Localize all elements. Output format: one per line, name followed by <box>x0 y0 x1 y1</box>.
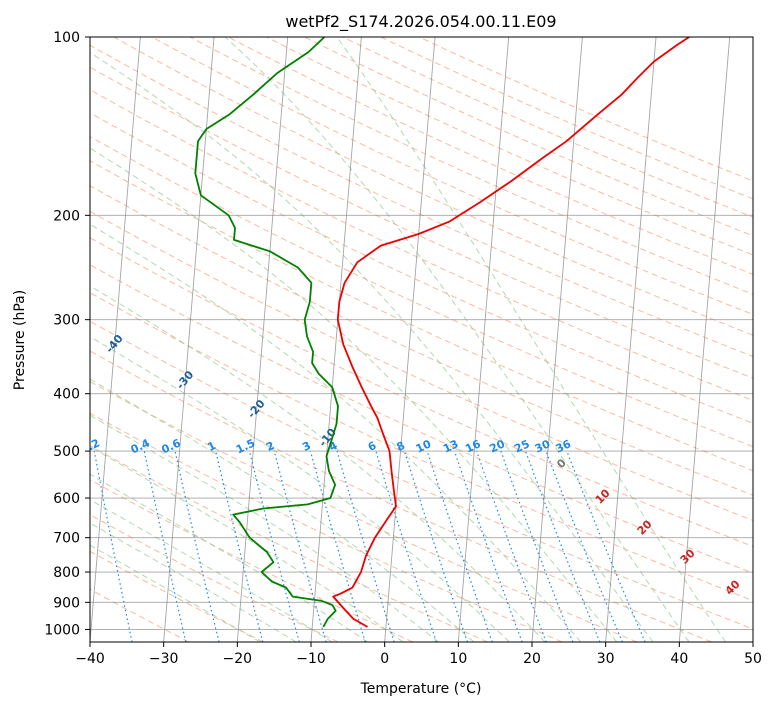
mixing-ratio-label: 16 <box>463 437 483 455</box>
mixing-ratio-line <box>500 450 574 642</box>
mixing-ratio-line <box>375 450 437 642</box>
isotherm-line <box>457 37 510 642</box>
dry-adiabat-line <box>90 292 753 602</box>
isotherm-line <box>605 37 657 642</box>
y-tick-label: 900 <box>53 595 80 611</box>
y-tick-label: 100 <box>53 30 80 46</box>
dry-adiabat-line <box>90 160 753 472</box>
x-tick-label: 10 <box>449 651 467 667</box>
chart-title: wetPf2_S174.2026.054.00.11.E09 <box>285 12 556 32</box>
dry-adiabat-line <box>90 185 753 496</box>
x-tick-label: −40 <box>75 651 105 667</box>
dry-adiabat-line <box>90 550 264 642</box>
y-tick-label: 300 <box>53 313 80 329</box>
y-tick-label: 500 <box>53 444 80 460</box>
temperature-profile-line <box>332 37 690 628</box>
y-tick-label: 200 <box>53 208 80 224</box>
y-tick-label: 600 <box>53 491 80 507</box>
dry-adiabat-line <box>90 112 753 424</box>
isotherm-line <box>236 37 289 642</box>
moist-adiabat-line <box>90 445 404 642</box>
plot-frame <box>89 36 754 643</box>
x-tick-label: 0 <box>380 651 389 667</box>
dewpoint-profile-line <box>194 37 339 628</box>
mixing-ratio-label: 13 <box>441 437 460 455</box>
mixing-ratio-label: 25 <box>512 437 531 455</box>
x-tick-label: −20 <box>223 651 253 667</box>
dry-adiabat-line <box>90 210 753 522</box>
x-axis-title: Temperature (°C) <box>360 681 482 697</box>
plot-area <box>90 37 753 642</box>
moist-adiabat-line <box>90 378 475 642</box>
mixing-ratio-label: 0.2 <box>79 437 102 457</box>
dry-adiabat-line <box>90 320 753 630</box>
moist-adiabat-line <box>224 37 690 642</box>
dry-adiabat-line <box>90 237 753 548</box>
y-tick-label: 700 <box>53 531 80 547</box>
background-lines <box>90 37 753 642</box>
y-tick-label: 800 <box>53 565 80 581</box>
moist-adiabat-line <box>90 285 546 642</box>
mixing-ratio-line <box>524 450 601 642</box>
x-tick-label: 50 <box>744 651 762 667</box>
mixing-ratio-label: 10 <box>414 437 434 455</box>
isotherm-line <box>531 37 583 642</box>
isotherm-line <box>163 37 215 642</box>
dry-adiabat-line <box>90 445 488 642</box>
dry-adiabat-line <box>90 89 753 402</box>
moist-adiabat-line <box>90 147 618 642</box>
x-tick-label: 20 <box>523 651 541 667</box>
moist-adiabat-line <box>90 51 654 642</box>
isotherm-line <box>678 37 731 642</box>
isotherm-line <box>310 37 362 642</box>
x-tick-label: −10 <box>296 651 326 667</box>
mixing-ratio-line <box>309 450 366 642</box>
axes: −40 −30 −20 −10 0 10 20 30 40 50 1000 900 800 700 600 5… <box>44 30 762 667</box>
mixing-ratio-label: 30 <box>533 437 553 455</box>
x-tick-label: 30 <box>597 651 615 667</box>
moist-adiabat-line <box>336 37 727 642</box>
x-tick-label: −30 <box>149 651 179 667</box>
moist-adiabat-line <box>90 414 439 642</box>
dry-adiabat-line <box>113 37 753 336</box>
dry-adiabat-line <box>90 350 712 642</box>
dry-adiabat-line <box>90 514 339 642</box>
isotherm-line <box>384 37 436 642</box>
y-tick-label: 1000 <box>44 622 80 638</box>
x-tick-label: 40 <box>670 651 688 667</box>
y-axis-title: Pressure (hPa) <box>12 290 28 390</box>
isotherm-line <box>90 37 141 642</box>
moist-adiabat-line <box>90 522 297 642</box>
mixing-ratio-label: 36 <box>554 437 574 455</box>
mixing-ratio-line <box>273 450 327 642</box>
y-tick-label: 400 <box>53 387 80 403</box>
moist-adiabat-line <box>90 223 582 642</box>
sounding-series <box>194 37 690 628</box>
dry-adiabat-line <box>90 412 563 642</box>
mixing-ratio-line <box>336 450 395 642</box>
mixing-ratio-label: 20 <box>488 437 508 455</box>
moist-adiabat-line <box>90 499 333 642</box>
